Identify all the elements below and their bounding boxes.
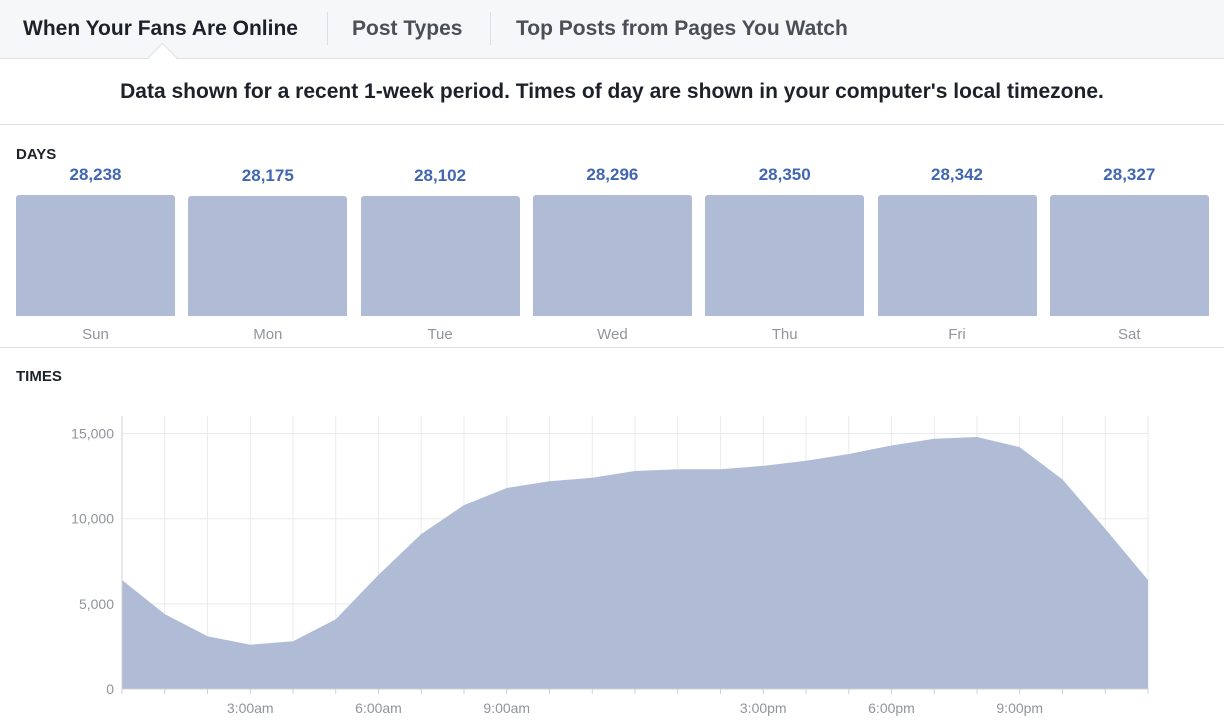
x-tick-label: 3:00am bbox=[227, 700, 274, 716]
day-name-label: Sun bbox=[82, 326, 109, 343]
fans-online-area-series[interactable] bbox=[122, 437, 1148, 689]
section-divider bbox=[0, 347, 1224, 348]
day-bar-wed[interactable] bbox=[532, 195, 692, 316]
day-column-wed: 28,296 Wed bbox=[532, 165, 692, 346]
day-column-thu: 28,350 Thu bbox=[705, 165, 865, 346]
tab-top-posts-pages-you-watch[interactable]: Top Posts from Pages You Watch bbox=[516, 17, 848, 40]
day-column-fri: 28,342 Fri bbox=[877, 165, 1037, 346]
day-name-label: Mon bbox=[253, 326, 283, 343]
y-tick-label: 15,000 bbox=[71, 426, 114, 442]
day-bar-mon[interactable] bbox=[188, 195, 348, 316]
day-value-label: 28,327 bbox=[1103, 165, 1156, 185]
day-column-sun: 28,238 Sun bbox=[16, 165, 175, 346]
tab-post-types[interactable]: Post Types bbox=[352, 17, 463, 40]
y-tick-label: 0 bbox=[106, 681, 114, 697]
day-value-label: 28,175 bbox=[241, 165, 294, 185]
x-tick-label: 9:00pm bbox=[996, 700, 1043, 716]
day-column-sat: 28,327 Sat bbox=[1049, 165, 1209, 346]
x-tick-label: 6:00am bbox=[355, 700, 402, 716]
day-column-tue: 28,102 Tue bbox=[360, 166, 520, 346]
day-bar-tue[interactable] bbox=[360, 196, 520, 316]
y-tick-label: 5,000 bbox=[79, 596, 114, 612]
day-value-label: 28,102 bbox=[414, 166, 467, 186]
day-name-label: Thu bbox=[771, 326, 798, 343]
day-name-label: Wed bbox=[597, 326, 628, 343]
day-value-label: 28,238 bbox=[69, 165, 122, 185]
day-name-label: Tue bbox=[427, 326, 453, 343]
day-value-label: 28,350 bbox=[758, 165, 811, 184]
day-bar-thu[interactable] bbox=[705, 195, 865, 316]
y-tick-label: 10,000 bbox=[71, 511, 114, 527]
day-value-label: 28,342 bbox=[931, 165, 983, 185]
day-value-label: 28,296 bbox=[586, 165, 639, 185]
tab-separator bbox=[490, 12, 491, 45]
tab-when-fans-online[interactable]: When Your Fans Are Online bbox=[23, 17, 298, 40]
insights-tab-bar: When Your Fans Are Online Post Types Top… bbox=[0, 0, 1224, 73]
timezone-notice: Data shown for a recent 1-week period. T… bbox=[0, 59, 1224, 125]
day-column-mon: 28,175 Mon bbox=[188, 165, 348, 346]
x-tick-label: 6:00pm bbox=[868, 700, 915, 716]
day-bar-fri[interactable] bbox=[877, 195, 1037, 316]
x-tick-label: 3:00pm bbox=[740, 700, 787, 716]
day-name-label: Sat bbox=[1118, 326, 1141, 343]
day-name-label: Fri bbox=[948, 326, 966, 343]
x-tick-label: 9:00am bbox=[483, 700, 530, 716]
day-bar-sun[interactable] bbox=[16, 195, 175, 316]
day-bar-sat[interactable] bbox=[1049, 195, 1209, 316]
days-section-label: DAYS bbox=[16, 146, 57, 163]
times-section-label: TIMES bbox=[16, 368, 62, 385]
times-area-chart: 0 5,000 10,000 15,000 3:00am 6:00am 9:00am 3:00… bbox=[71, 416, 1149, 716]
tab-separator bbox=[327, 12, 328, 45]
